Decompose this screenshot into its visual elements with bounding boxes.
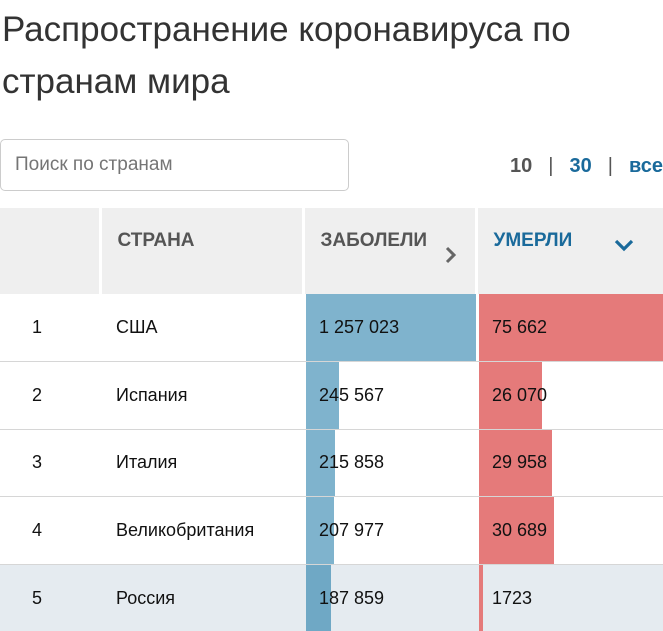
search-input[interactable] [0,139,349,191]
country-cell: Россия [100,564,303,631]
country-cell: США [100,294,303,362]
cases-cell: 1 257 023 [303,294,476,362]
rank-cell: 1 [0,294,100,362]
cases-value: 1 257 023 [319,317,400,337]
cases-cell: 215 858 [303,429,476,497]
cases-bar [306,429,336,496]
page-title: Распространение коронавируса по странам … [2,10,571,101]
cases-bar [306,294,476,361]
pager-separator: | [607,154,613,177]
rank-cell: 2 [0,361,100,430]
cases-cell: 207 977 [303,496,476,565]
column-header-country-label: СТРАНА [117,230,195,251]
column-header-deaths[interactable]: УМЕРЛИ [476,208,663,294]
cases-value: 245 567 [319,384,385,405]
table-row: 1 США 1 257 023 75 662 [0,294,663,362]
cases-value: 215 858 [319,452,385,473]
deaths-value: 75 662 [492,317,548,337]
deaths-value: 1723 [492,587,533,608]
page-size-30-option[interactable]: 30 [569,154,592,177]
cases-cell: 245 567 [303,361,476,430]
table-row: 4 Великобритания 207 977 30 689 [0,496,663,565]
cases-bar [306,564,332,631]
page-size-selector: 10 | 30 | все [510,152,663,180]
chevron-right-icon [445,244,457,273]
column-header-deaths-label: УМЕРЛИ [493,230,573,251]
chevron-down-icon [614,232,634,261]
deaths-cell: 29 958 [476,429,663,497]
deaths-bar [479,429,552,496]
rank-cell: 4 [0,496,100,565]
deaths-value: 26 070 [492,384,548,405]
cases-bar [306,497,335,564]
cases-cell: 187 859 [303,564,476,631]
country-cell: Великобритания [100,496,303,565]
rank-cell: 5 [0,564,100,631]
column-header-rank [0,208,102,294]
page-size-10-option[interactable]: 10 [510,154,533,177]
pager-separator: | [548,154,554,177]
page-size-all-option[interactable]: все [628,154,663,177]
country-cell: Испания [100,361,303,430]
deaths-bar [479,362,543,429]
deaths-bar [479,564,484,631]
table-header-row: СТРАНА ЗАБОЛЕЛИ УМЕРЛИ [0,208,663,294]
cases-value: 207 977 [319,519,385,540]
table-row-highlighted: 5 Россия 187 859 1723 [0,564,663,631]
table-row: 2 Испания 245 567 26 070 [0,361,663,430]
rank-cell: 3 [0,429,100,497]
cases-value: 187 859 [319,587,385,608]
countries-table: СТРАНА ЗАБОЛЕЛИ УМЕРЛИ 1 США 1 257 023 [0,208,663,631]
deaths-cell: 75 662 [476,294,663,362]
column-header-cases-label: ЗАБОЛЕЛИ [320,230,428,251]
cases-bar [306,362,340,429]
deaths-cell: 1723 [476,564,663,631]
deaths-cell: 26 070 [476,361,663,430]
deaths-bar [479,497,554,564]
column-header-cases[interactable]: ЗАБОЛЕЛИ [303,208,478,294]
country-cell: Италия [100,429,303,497]
deaths-value: 30 689 [492,519,548,540]
deaths-bar [479,294,663,361]
column-header-country[interactable]: СТРАНА [100,208,305,294]
deaths-value: 29 958 [492,452,548,473]
deaths-cell: 30 689 [476,496,663,565]
table-row: 3 Италия 215 858 29 958 [0,429,663,497]
